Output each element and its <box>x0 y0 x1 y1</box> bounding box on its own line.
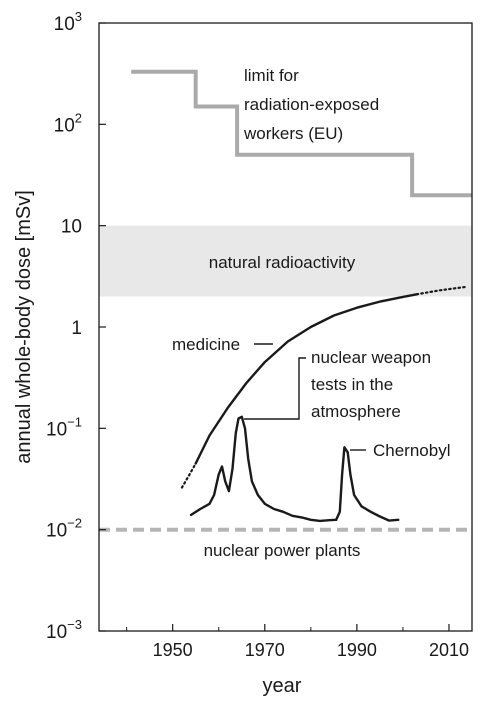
series-medicine <box>194 293 418 465</box>
x-axis-label: year <box>263 675 302 697</box>
weapon-label-line-3: atmosphere <box>311 402 401 421</box>
series-medicine-dotted-start <box>180 462 197 489</box>
y-tick-label: 10−2 <box>46 516 82 542</box>
x-tick-label: 1990 <box>337 640 377 660</box>
weapon-label-line-1: nuclear weapon <box>311 348 431 367</box>
limit-label-line-3: workers (EU) <box>243 124 343 143</box>
y-tick-label: 102 <box>54 110 82 136</box>
band-label: natural radioactivity <box>209 253 356 272</box>
x-tick-label: 1950 <box>153 640 193 660</box>
limit-label-line-2: radiation-exposed <box>244 95 379 114</box>
x-tick-label: 1970 <box>245 640 285 660</box>
series-chernobyl <box>335 446 400 522</box>
series-weapon-tests <box>189 415 338 523</box>
natural-radioactivity-band <box>99 225 472 297</box>
y-tick-label: 1 <box>71 318 82 339</box>
plot-frame <box>98 22 473 632</box>
nuclear-power-label: nuclear power plants <box>204 541 361 560</box>
weapon-label-line-2: tests in the <box>311 375 393 394</box>
chernobyl-label: Chernobyl <box>373 441 451 460</box>
annotation-leaders <box>244 343 366 451</box>
medicine-label: medicine <box>172 335 240 354</box>
y-tick-label: 103 <box>54 9 82 35</box>
natural-radioactivity-rect <box>99 225 472 297</box>
limit-label-line-1: limit for <box>244 66 299 85</box>
x-tick-label: 2010 <box>429 640 469 660</box>
series-limit <box>131 69 472 198</box>
y-tick-label: 10−1 <box>46 414 82 440</box>
y-axis-label: annual whole-body dose [mSv] <box>13 190 35 464</box>
y-tick-label: 10 <box>61 217 82 238</box>
series-medicine-dotted-end <box>415 285 469 296</box>
series-layer <box>99 69 472 532</box>
weapon-leader <box>244 357 306 420</box>
y-tick-label: 10−3 <box>46 617 82 643</box>
